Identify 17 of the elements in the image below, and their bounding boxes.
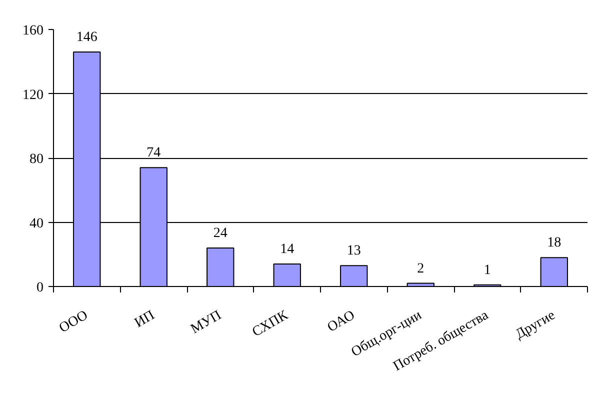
data-label: 2 bbox=[417, 261, 424, 276]
y-tick-label: 160 bbox=[22, 24, 44, 38]
y-tick-label: 120 bbox=[22, 88, 44, 103]
x-tick-label: МУП bbox=[188, 308, 224, 338]
x-tick-label: ОАО bbox=[325, 308, 358, 336]
y-tick-label: 40 bbox=[30, 216, 44, 232]
y-tick-label: 80 bbox=[30, 152, 44, 167]
data-label: 24 bbox=[213, 226, 228, 241]
data-label: 146 bbox=[76, 30, 98, 45]
x-tick-label: ИП bbox=[132, 308, 158, 332]
y-tick-label: 0 bbox=[36, 280, 44, 296]
data-label: 18 bbox=[547, 236, 562, 251]
data-label: 1 bbox=[484, 262, 491, 278]
data-label: 14 bbox=[280, 242, 294, 258]
x-tick-label: ООО bbox=[56, 308, 91, 336]
data-label: 74 bbox=[146, 146, 161, 161]
data-label: 13 bbox=[346, 244, 361, 259]
